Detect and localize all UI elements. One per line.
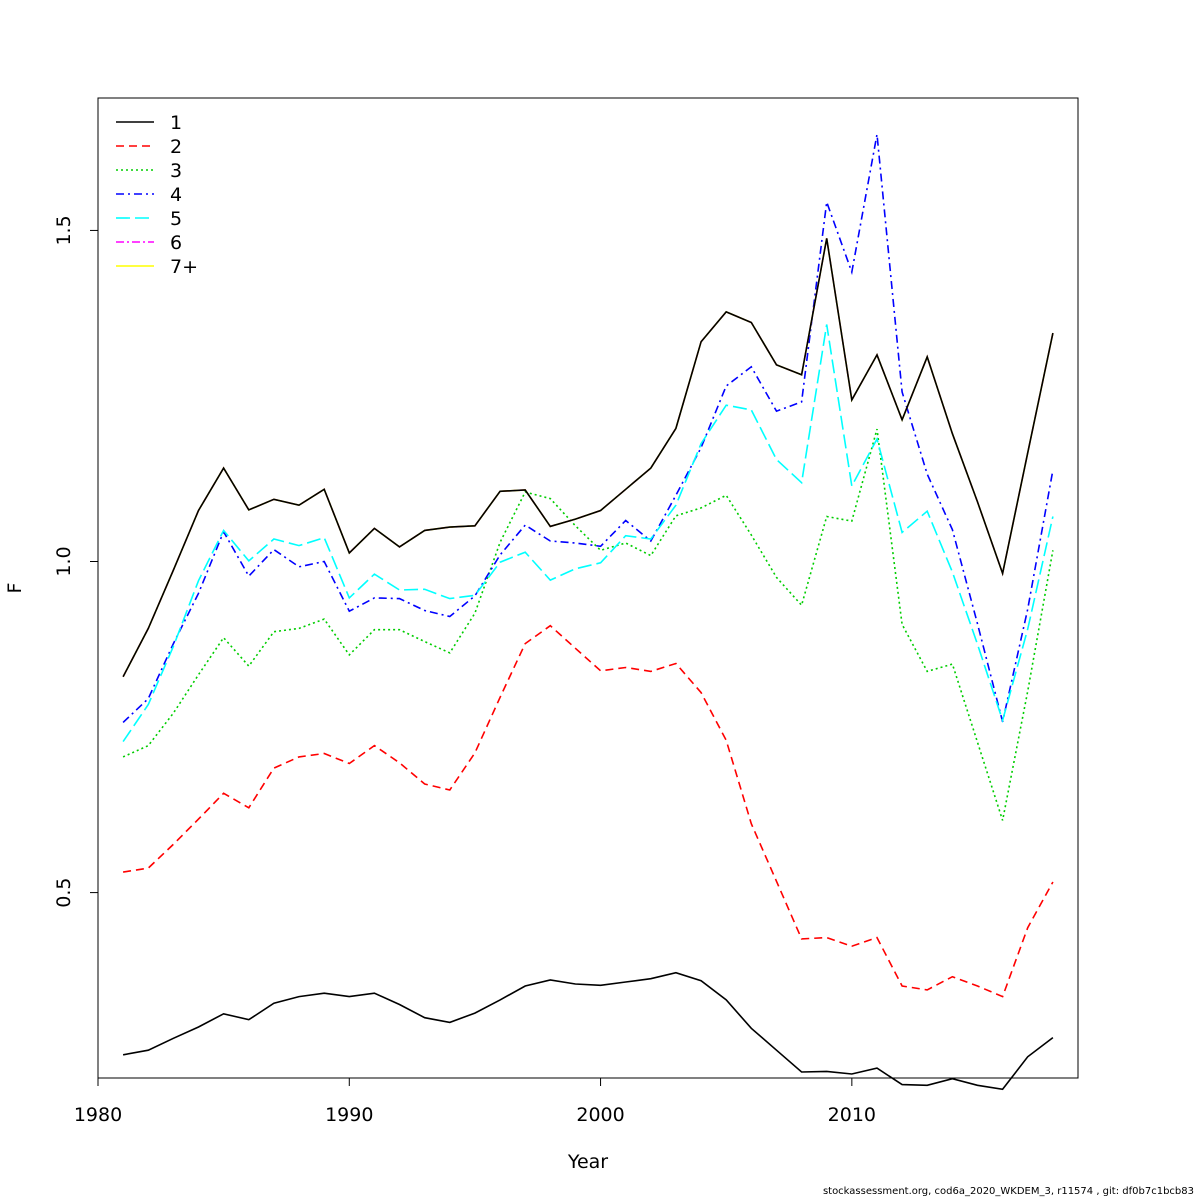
series-line-5 — [122, 324, 1054, 743]
legend-label-7+: 7+ — [170, 256, 198, 278]
x-axis: 1980 1990 2000 2010 — [74, 1077, 876, 1126]
y-axis: 0.5 1.0 1.5 — [53, 215, 99, 908]
y-tick-label: 1.0 — [53, 546, 75, 576]
x-tick-label: 2010 — [828, 1104, 876, 1126]
legend-label-5: 5 — [170, 208, 182, 230]
series-line-7+ — [122, 238, 1054, 678]
series-line-6 — [122, 238, 1054, 678]
x-tick-label: 2000 — [576, 1104, 624, 1126]
series-lines — [122, 134, 1054, 1091]
series-line-4 — [122, 134, 1054, 723]
plot-frame — [97, 97, 1079, 1079]
legend-label-6: 6 — [170, 232, 182, 254]
y-axis-label: F — [4, 583, 26, 594]
legend-label-1: 1 — [170, 112, 182, 134]
series-line-1 — [122, 971, 1054, 1091]
legend-label-4: 4 — [170, 184, 182, 206]
legend-label-3: 3 — [170, 160, 182, 182]
legend-label-2: 2 — [170, 136, 182, 158]
series-line-overlay — [122, 238, 1054, 678]
series-line-2 — [122, 624, 1054, 998]
x-tick-label: 1990 — [325, 1104, 373, 1126]
series-line-3 — [122, 428, 1054, 821]
y-tick-label: 0.5 — [53, 877, 75, 907]
y-tick-label: 1.5 — [53, 215, 75, 245]
x-axis-label: Year — [567, 1151, 608, 1173]
x-tick-label: 1980 — [74, 1104, 122, 1126]
credit-text: stockassessment.org, cod6a_2020_WKDEM_3,… — [822, 1186, 1194, 1197]
